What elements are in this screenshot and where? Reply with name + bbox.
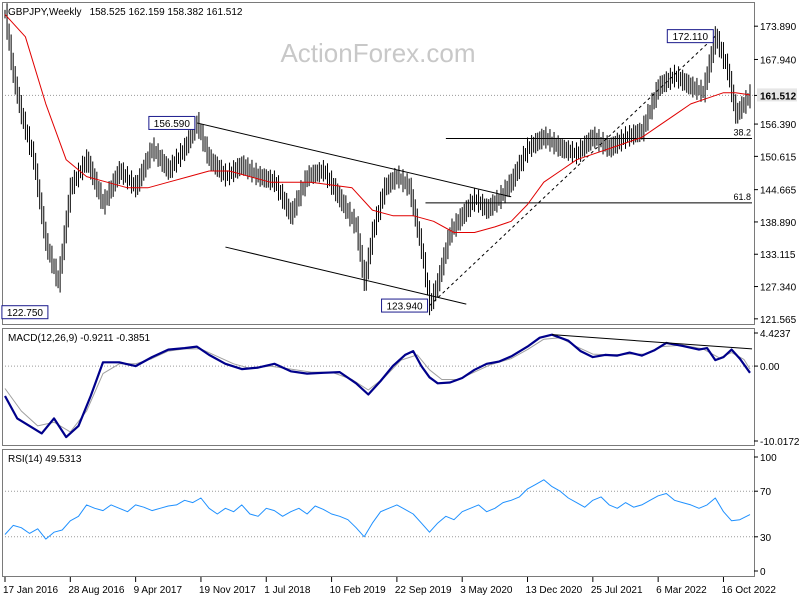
price-title: GBPJPY,Weekly 158.525 162.159 158.382 161… (8, 7, 243, 18)
time-axis-label: 17 Jan 2016 (3, 585, 58, 596)
trendline (225, 246, 467, 305)
price-axis-label: 150.615 (760, 152, 797, 163)
watermark: ActionForex.com (280, 38, 475, 68)
fib-level-label: 38.2 (733, 128, 751, 138)
rsi-layer (4, 479, 754, 540)
rsi-axis-label: 100 (760, 453, 777, 464)
price-annotation-label: 122.750 (7, 308, 44, 319)
rsi-axis-label: 70 (760, 487, 772, 498)
rsi-line (4, 479, 751, 540)
axis-layer: 173.890 167.940 161.512 156.390 150.615 144.6… (3, 22, 800, 596)
macd-line (4, 333, 751, 439)
macd-trendline (551, 334, 753, 350)
price-annotation-box (666, 29, 714, 44)
ohlc-readout: 158.525 162.159 158.382 161.512 (90, 7, 243, 18)
macd-axis-label: -10.0172 (760, 437, 800, 448)
price-annotation-box (1, 305, 49, 320)
time-axis-label: 28 Aug 2016 (68, 585, 125, 596)
macd-layer (4, 333, 754, 439)
macd-panel-frame (2, 328, 755, 446)
time-axis-label: 22 Sep 2019 (395, 585, 452, 596)
price-annotation-label: 123.940 (386, 302, 423, 313)
trendline (196, 122, 512, 198)
price-axis-label: 127.340 (760, 283, 797, 294)
time-axis-label: 1 Jul 2018 (264, 585, 311, 596)
price-axis-label: 167.940 (760, 55, 797, 66)
price-annotation-label: 172.110 (673, 32, 709, 43)
macd-axis-label: 0.00 (760, 362, 780, 373)
macd-title: MACD(12,26,9) -0.9211 -0.3851 (8, 333, 151, 344)
symbol-timeframe: GBPJPY,Weekly (8, 7, 82, 18)
price-axis-label: 144.665 (760, 186, 797, 197)
price-annotation-label: 156.590 (154, 119, 191, 130)
price-panel-frame (2, 2, 755, 325)
price-axis-label: 133.115 (760, 250, 796, 261)
time-axis-label: 16 Oct 2022 (721, 585, 776, 596)
rsi-title: RSI(14) 49.5313 (8, 454, 82, 465)
price-axis-label: 173.890 (760, 22, 797, 33)
fib-level-label: 61.8 (733, 192, 751, 202)
current-price-label: 161.512 (760, 91, 797, 102)
price-annotation-box (148, 115, 196, 130)
time-axis-label: 3 May 2020 (460, 585, 513, 596)
time-axis-label: 10 Feb 2019 (330, 585, 387, 596)
time-axis-label: 9 Apr 2017 (134, 585, 183, 596)
moving-average-line (4, 14, 751, 233)
price-axis-label: 156.390 (760, 120, 797, 131)
macd-axis-label: 4.4237 (760, 329, 791, 340)
time-axis-label: 25 Jul 2021 (591, 585, 643, 596)
time-axis-label: 19 Nov 2017 (199, 585, 256, 596)
price-axis-label: 138.890 (760, 218, 797, 229)
time-axis-label: 13 Dec 2020 (526, 585, 583, 596)
rsi-panel-frame (2, 449, 755, 577)
price-annotation-box (381, 298, 429, 313)
time-axis-label: 6 Mar 2022 (656, 585, 707, 596)
current-price-box (757, 88, 797, 102)
price-bars (4, 3, 751, 316)
rsi-axis-label: 30 (760, 533, 772, 544)
price-layer: 38.2 61.8 172.110 156.590 123.940 122.750 (1, 3, 754, 320)
price-axis-label: 121.565 (760, 315, 797, 326)
rsi-axis-label: 0 (760, 567, 766, 578)
